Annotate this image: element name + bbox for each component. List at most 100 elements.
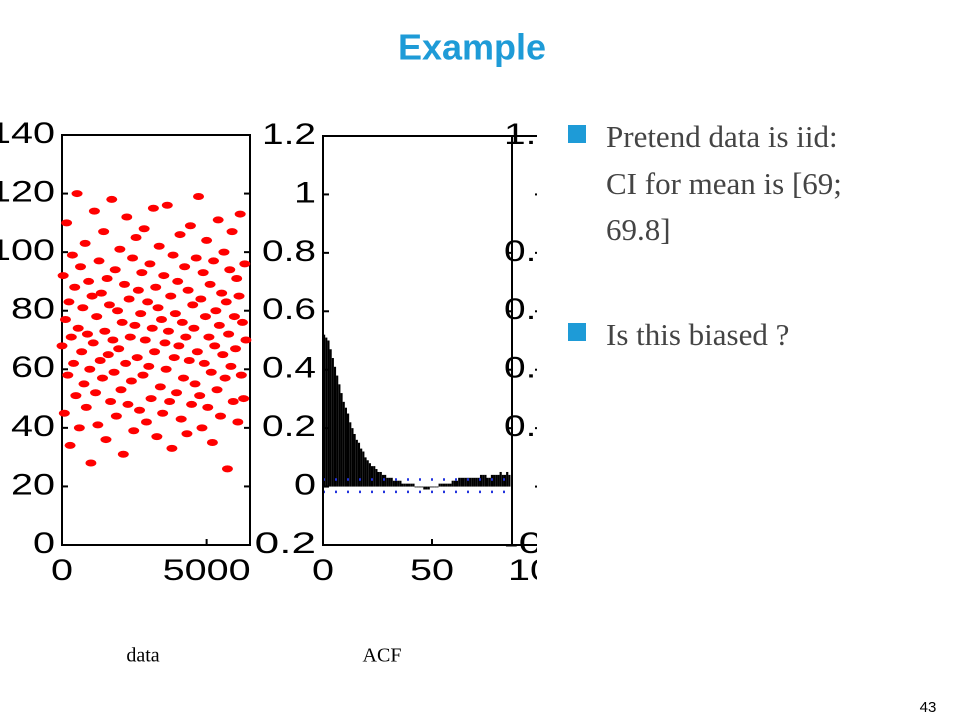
slide-title: Example [398,27,546,68]
data-point [139,336,151,344]
data-point [209,342,221,350]
data-point [71,190,83,198]
y-tick-label: 0.8 [262,235,316,268]
acf-bar [479,474,483,487]
data-point [226,228,238,236]
acf-bar [384,474,387,487]
data-point [211,386,223,394]
data-point [235,371,247,379]
page-number: 43 [920,699,937,716]
acf-bar [349,422,352,487]
data-point [88,207,100,215]
data-point [203,333,215,341]
acf-bar [412,483,415,487]
acf-bar [366,460,369,487]
data-point [204,280,216,288]
acf-bar [501,474,504,487]
data-point [155,316,167,323]
acf-bar [466,477,470,487]
acf-bar [503,474,507,487]
data-point [153,242,165,250]
acf-bar [429,486,432,488]
acf-bar [394,480,398,487]
data-point [212,216,224,224]
data-point [217,351,229,359]
data-point [146,324,158,332]
acf-bar [379,471,382,487]
acf-bar [388,477,391,487]
y-tick-label: 40 [11,410,55,443]
acf-bar [436,486,439,488]
bullet-text: CI for mean is [69; [606,166,842,201]
y-tick-label: 1 [294,176,316,209]
data-point [118,280,130,288]
data-point [93,257,105,265]
acf-bar [364,457,367,487]
data-point [150,283,162,291]
data-point [196,424,208,432]
data-point [147,204,159,212]
data-point [210,307,222,315]
acf-bar [432,486,435,488]
acf-bar [390,477,393,487]
data-point [173,342,185,350]
data-point [193,193,205,200]
data-point [61,219,73,227]
acf-bar [373,466,376,487]
data-point [169,310,181,318]
y-tick-label: 0.6 [504,293,558,326]
acf-bar [370,466,374,487]
data-point [159,339,171,347]
acf-bar [325,337,328,487]
data-point [152,304,164,312]
acf-bar [357,442,361,487]
acf-bar [355,439,358,487]
x-tick-label: 100 [508,554,574,587]
x-tick-label: 50 [410,554,454,587]
acf-bar [340,393,343,487]
data-point [161,201,173,209]
data-point [183,357,195,364]
acf-bar [425,486,428,490]
data-point [142,298,154,306]
acf-bar [386,477,389,487]
y-tick-label: 60 [11,351,55,384]
data-point [91,313,103,321]
data-point [103,301,115,309]
acf-bar [475,477,478,487]
data-point [176,318,188,326]
data-point [130,234,142,241]
data-point [122,400,134,408]
data-point [62,371,74,379]
data-point [87,339,99,347]
data-point [221,465,233,473]
data-point [187,301,199,309]
data-point [131,354,143,362]
acf-bar [449,483,452,487]
data-point [81,330,93,338]
data-point [84,365,96,373]
acf-bar [401,483,404,487]
data-point [172,277,184,285]
data-point [234,210,246,218]
data-point [107,336,119,344]
acf-bar [445,483,448,487]
data-point [240,336,252,344]
x-tick-label: 0 [51,554,73,587]
acf-bar [421,486,424,488]
data-point [145,395,157,403]
acf-bar [403,483,406,487]
data-point [188,324,200,332]
data-point [90,389,102,397]
acf-bar [486,477,489,487]
data-point [123,295,135,303]
y-tick-label: -0.2 [504,527,580,560]
data-point [94,357,106,364]
acf-bar [323,334,326,487]
data-point [199,313,211,321]
data-point [98,228,110,236]
data-point [63,298,75,306]
data-point [120,359,132,367]
data-point [143,362,155,370]
